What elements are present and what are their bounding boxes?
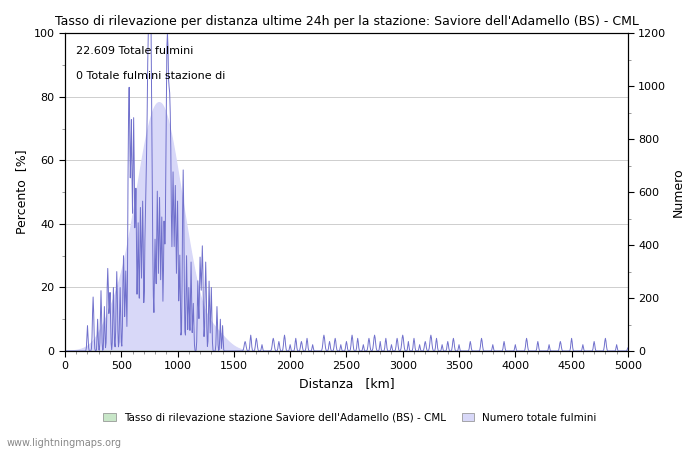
Text: www.lightningmaps.org: www.lightningmaps.org <box>7 438 122 448</box>
Y-axis label: Percento  [%]: Percento [%] <box>15 150 28 234</box>
Legend: Tasso di rilevazione stazione Saviore dell'Adamello (BS) - CML, Numero totale fu: Tasso di rilevazione stazione Saviore de… <box>99 409 601 427</box>
Title: Tasso di rilevazione per distanza ultime 24h per la stazione: Saviore dell'Adame: Tasso di rilevazione per distanza ultime… <box>55 15 638 28</box>
X-axis label: Distanza   [km]: Distanza [km] <box>299 377 394 390</box>
Text: 0 Totale fulmini stazione di: 0 Totale fulmini stazione di <box>76 72 225 81</box>
Text: 22.609 Totale fulmini: 22.609 Totale fulmini <box>76 46 194 56</box>
Y-axis label: Numero: Numero <box>672 167 685 217</box>
